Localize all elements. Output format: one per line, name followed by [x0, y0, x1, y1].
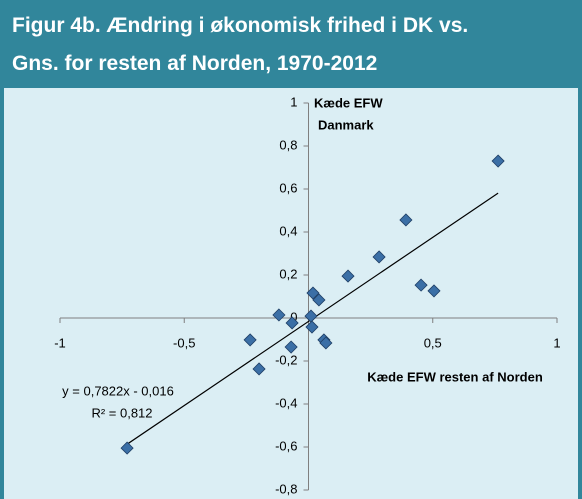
point	[312, 293, 326, 307]
y-tick-label: 0,4	[279, 223, 297, 238]
y-axis-label: Kæde EFW	[314, 95, 383, 110]
point	[427, 284, 441, 298]
point	[284, 340, 298, 354]
point	[319, 336, 333, 350]
x-tick-label: -1	[54, 335, 66, 350]
x-tick-label: -0,5	[173, 335, 195, 350]
point	[285, 316, 299, 330]
point	[414, 278, 428, 292]
point	[399, 213, 413, 227]
trend-r2: R² = 0,812	[91, 405, 152, 420]
y-tick-label: 1	[290, 94, 297, 109]
y-tick-label: -0,4	[275, 395, 297, 410]
x-tick-label: 1	[553, 335, 560, 350]
y-tick-label: -0,6	[275, 438, 297, 453]
point	[341, 269, 355, 283]
y-axis-label: Danmark	[318, 117, 374, 132]
point	[243, 333, 257, 347]
y-tick-label: 0,6	[279, 180, 297, 195]
point	[372, 250, 386, 264]
y-tick-label: 0,2	[279, 266, 297, 281]
point	[305, 320, 319, 334]
plot-background	[4, 88, 578, 499]
trend-equation: y = 0,7822x - 0,016	[62, 383, 174, 398]
chart-title: Gns. for resten af Norden, 1970-2012	[12, 52, 377, 75]
y-tick-label: 0,8	[279, 137, 297, 152]
y-tick-label: -0,8	[275, 481, 297, 496]
point	[120, 441, 134, 455]
point	[272, 308, 286, 322]
point	[252, 362, 266, 376]
chart-title: Figur 4b. Ændring i økonomisk frihed i D…	[12, 14, 468, 37]
y-tick-label: -0,2	[275, 352, 297, 367]
point	[306, 286, 320, 300]
point	[491, 154, 505, 168]
x-axis-label: Kæde EFW resten af Norden	[367, 369, 543, 384]
x-tick-label: 0,5	[424, 335, 442, 350]
y-tick-label: 0	[290, 309, 297, 324]
